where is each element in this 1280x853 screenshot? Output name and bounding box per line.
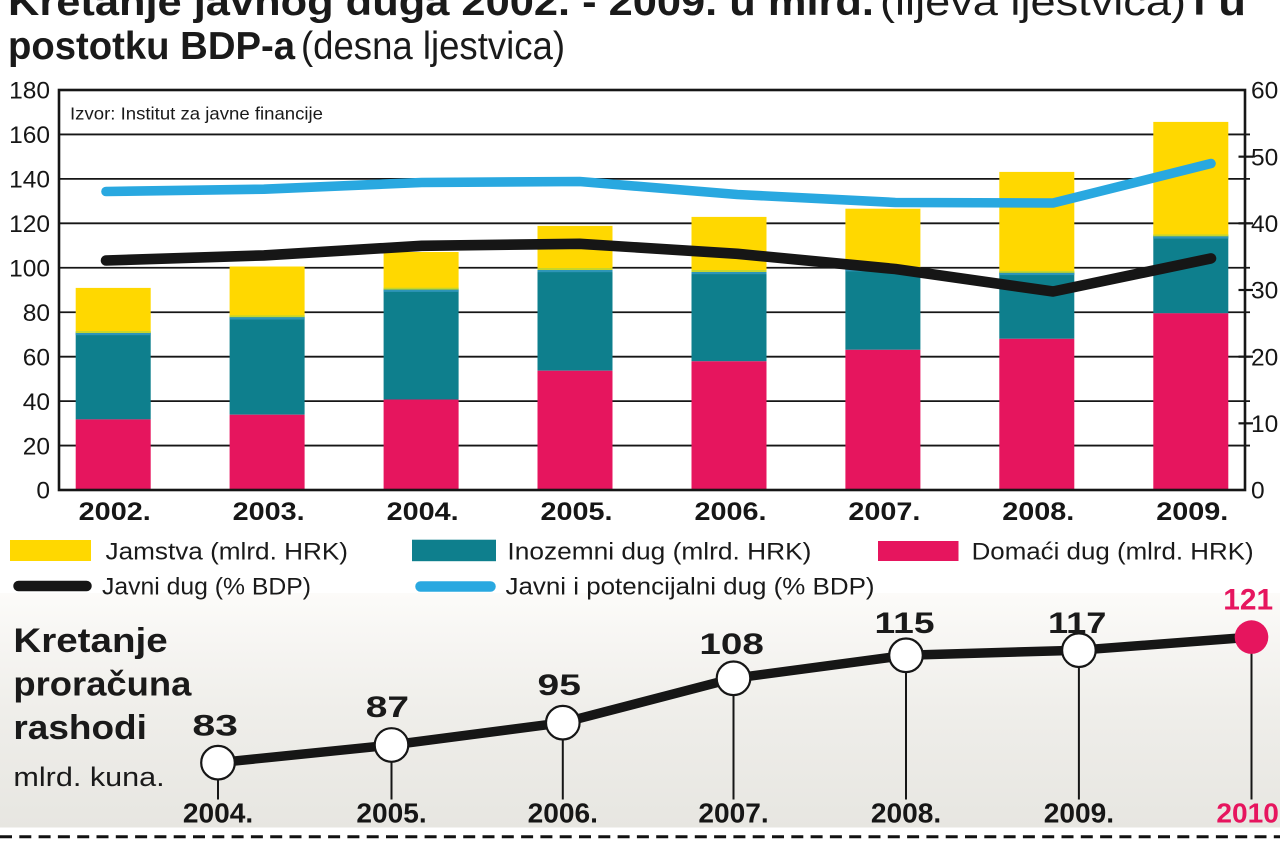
svg-text:30: 30 [1251, 278, 1278, 305]
svg-text:180: 180 [9, 78, 50, 105]
svg-text:postotku BDP-a: postotku BDP-a [8, 25, 296, 68]
svg-text:2005.: 2005. [356, 797, 426, 828]
svg-text:95: 95 [538, 669, 581, 702]
svg-text:2004.: 2004. [387, 498, 459, 526]
svg-text:160: 160 [9, 122, 50, 149]
svg-text:2003.: 2003. [233, 498, 305, 526]
svg-text:20: 20 [1251, 344, 1278, 371]
svg-text:Jamstva (mlrd. HRK): Jamstva (mlrd. HRK) [106, 539, 349, 566]
svg-text:140: 140 [9, 167, 50, 194]
svg-text:2006.: 2006. [528, 797, 598, 828]
svg-text:Inozemni dug (mlrd. HRK): Inozemni dug (mlrd. HRK) [507, 539, 811, 566]
svg-text:40: 40 [23, 389, 50, 416]
svg-text:20: 20 [23, 433, 50, 460]
svg-text:(desna ljestvica): (desna ljestvica) [301, 25, 565, 68]
svg-text:2008.: 2008. [1002, 498, 1074, 526]
svg-text:2007.: 2007. [848, 498, 920, 526]
svg-text:60: 60 [23, 344, 50, 371]
svg-text:2006.: 2006. [695, 498, 767, 526]
svg-text:87: 87 [366, 691, 409, 724]
svg-text:2009.: 2009. [1044, 797, 1114, 828]
svg-text:2007.: 2007. [698, 797, 768, 828]
svg-text:2009.: 2009. [1156, 498, 1228, 526]
svg-text:108: 108 [699, 628, 764, 661]
svg-text:100: 100 [9, 256, 50, 283]
svg-text:121: 121 [1223, 584, 1273, 617]
svg-text:83: 83 [192, 710, 238, 743]
svg-text:(lijeva ljestvica): (lijeva ljestvica) [880, 0, 1186, 24]
svg-text:Javni dug (% BDP): Javni dug (% BDP) [102, 574, 311, 601]
svg-text:80: 80 [23, 300, 50, 327]
svg-text:40: 40 [1251, 211, 1278, 238]
svg-text:60: 60 [1251, 78, 1278, 105]
svg-text:2005.: 2005. [541, 498, 613, 526]
svg-text:115: 115 [875, 607, 935, 640]
svg-text:Javni i potencijalni dug (% BD: Javni i potencijalni dug (% BDP) [506, 574, 875, 601]
svg-text:Kretanje: Kretanje [13, 622, 167, 660]
svg-text:proračuna: proračuna [13, 666, 192, 704]
svg-text:120: 120 [9, 211, 50, 238]
svg-text:10: 10 [1251, 411, 1278, 438]
svg-text:Izvor: Institut za javne finan: Izvor: Institut za javne financije [70, 104, 323, 124]
svg-text:0: 0 [36, 478, 50, 505]
svg-text:0: 0 [1251, 478, 1265, 505]
svg-text:i u: i u [1193, 0, 1246, 24]
svg-text:Kretanje javnog duga 2002. - 2: Kretanje javnog duga 2002. - 2009. u mlr… [8, 0, 874, 24]
svg-text:2002.: 2002. [79, 498, 151, 526]
svg-text:2004.: 2004. [183, 797, 253, 828]
svg-text:2008.: 2008. [871, 797, 941, 828]
svg-text:117: 117 [1048, 607, 1106, 640]
svg-text:mlrd. kuna.: mlrd. kuna. [13, 762, 164, 792]
svg-text:50: 50 [1251, 144, 1278, 171]
svg-text:rashodi: rashodi [13, 709, 147, 747]
svg-text:Domaći dug (mlrd. HRK): Domaći dug (mlrd. HRK) [972, 539, 1254, 566]
svg-text:2010.: 2010. [1216, 797, 1280, 828]
